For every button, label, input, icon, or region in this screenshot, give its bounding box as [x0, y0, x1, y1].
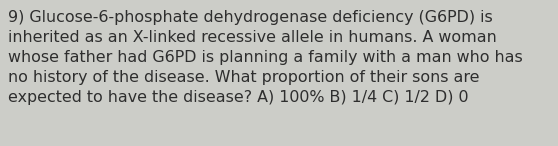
Text: 9) Glucose-6-phosphate dehydrogenase deficiency (G6PD) is
inherited as an X-link: 9) Glucose-6-phosphate dehydrogenase def…: [8, 10, 523, 105]
